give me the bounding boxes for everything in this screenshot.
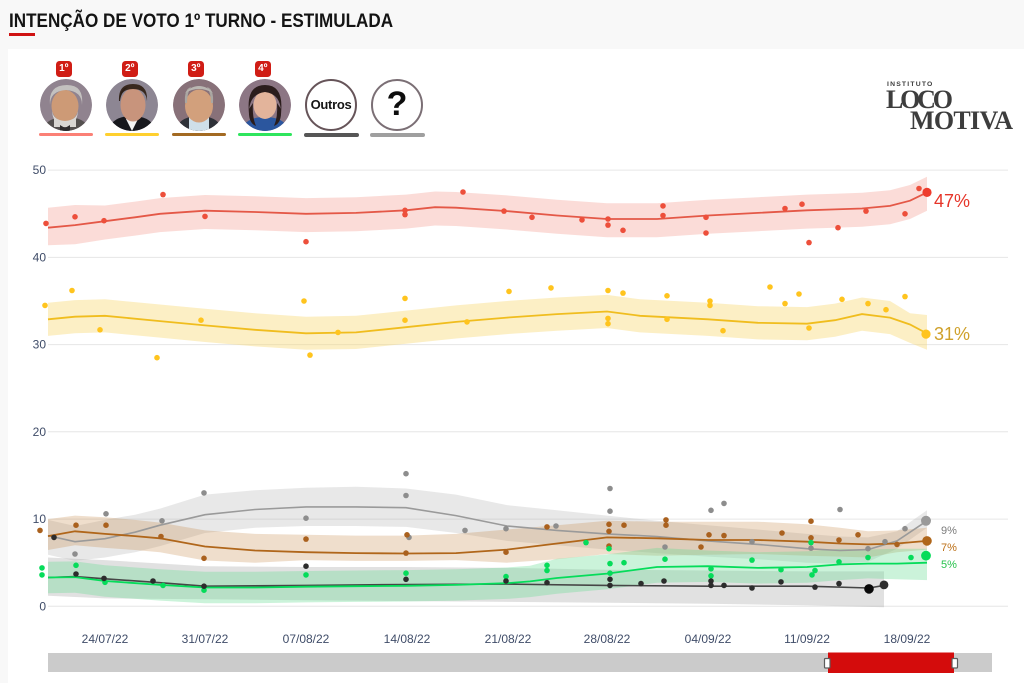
svg-text:04/09/22: 04/09/22	[685, 632, 732, 646]
svg-text:40: 40	[33, 250, 47, 264]
svg-text:9%: 9%	[941, 525, 957, 537]
svg-text:5%: 5%	[941, 559, 957, 571]
svg-text:07/08/22: 07/08/22	[283, 632, 330, 646]
svg-text:18/09/22: 18/09/22	[884, 632, 931, 646]
svg-text:47%: 47%	[934, 191, 970, 211]
svg-text:30: 30	[33, 338, 47, 352]
svg-text:50: 50	[33, 163, 47, 177]
svg-text:24/07/22: 24/07/22	[82, 632, 129, 646]
svg-text:14/08/22: 14/08/22	[384, 632, 431, 646]
svg-text:31/07/22: 31/07/22	[182, 632, 229, 646]
svg-text:20: 20	[33, 425, 47, 439]
svg-text:0: 0	[39, 599, 46, 613]
svg-text:31%: 31%	[934, 324, 970, 344]
svg-text:MOTIVA: MOTIVA	[910, 106, 1013, 135]
svg-text:7%: 7%	[941, 542, 957, 554]
svg-text:INSTITUTO: INSTITUTO	[887, 81, 934, 88]
svg-text:LOCO: LOCO	[886, 85, 953, 114]
svg-text:11/09/22: 11/09/22	[784, 632, 830, 646]
svg-text:28/08/22: 28/08/22	[584, 632, 631, 646]
svg-text:21/08/22: 21/08/22	[485, 632, 532, 646]
svg-text:10: 10	[33, 512, 47, 526]
